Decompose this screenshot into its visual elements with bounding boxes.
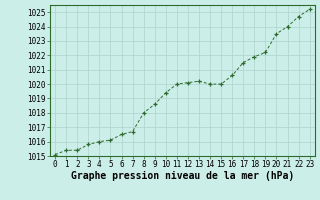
X-axis label: Graphe pression niveau de la mer (hPa): Graphe pression niveau de la mer (hPa) bbox=[71, 171, 294, 181]
